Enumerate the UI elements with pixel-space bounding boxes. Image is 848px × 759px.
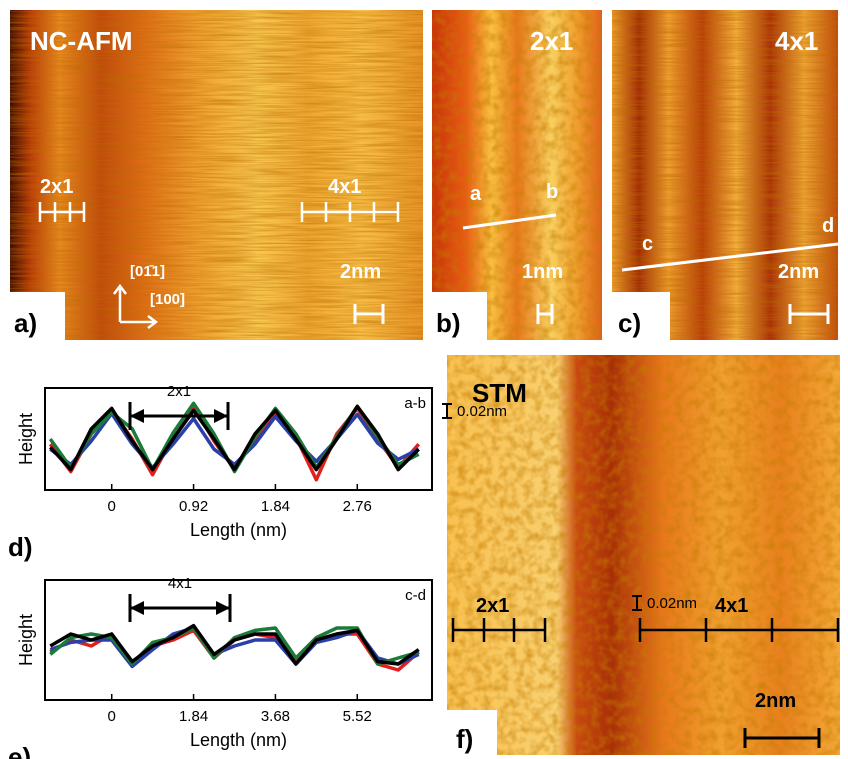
- afm-texture: [10, 10, 423, 340]
- x-tick-label: 1.84: [261, 498, 290, 515]
- panel-label: d): [8, 532, 33, 562]
- panel-title: 2x1: [530, 26, 573, 56]
- profile-line: [50, 406, 418, 469]
- x-tick-label: 2.76: [343, 498, 372, 515]
- point-label: b: [546, 181, 558, 203]
- point-label: c: [642, 233, 653, 255]
- panel-label: b): [436, 308, 461, 338]
- direction-label: [01̄1]: [130, 263, 165, 280]
- panel-b: 2x1 a b 1nm b): [432, 10, 602, 340]
- x-axis-label: Length (nm): [190, 520, 287, 540]
- scale-label: 2nm: [778, 261, 819, 283]
- height-scale-label: 0.02nm: [647, 595, 697, 612]
- panel-label: f): [456, 724, 473, 754]
- period-label: 4x1: [168, 575, 192, 592]
- x-tick-label: 0: [108, 708, 116, 725]
- height-scale-label: 0.02nm: [457, 403, 507, 420]
- x-tick-label: 1.84: [179, 708, 208, 725]
- profile-line: [50, 414, 418, 468]
- y-axis-label: Height: [16, 413, 36, 465]
- point-label: a: [470, 183, 482, 205]
- afm-texture: [612, 10, 838, 340]
- tag: 4x1: [715, 595, 748, 617]
- panel-title: NC-AFM: [30, 26, 133, 56]
- scale-label: 2nm: [755, 690, 796, 712]
- profile-name: c-d: [405, 587, 426, 604]
- profile-line: [50, 628, 418, 666]
- x-tick-label: 0: [108, 498, 116, 515]
- period-label: 2x1: [167, 383, 191, 400]
- x-tick-label: 5.52: [343, 708, 372, 725]
- scale-label: 1nm: [522, 261, 563, 283]
- x-tick-label: 3.68: [261, 708, 290, 725]
- panel-label: a): [14, 308, 37, 338]
- panel-title: 4x1: [775, 26, 818, 56]
- panel-c: 4x1 c d 2nm c): [612, 10, 838, 340]
- profile-name: a-b: [404, 395, 426, 412]
- tag: 2x1: [476, 595, 509, 617]
- direction-label: [100]: [150, 291, 185, 308]
- x-axis-label: Length (nm): [190, 730, 287, 750]
- period-arrow: [130, 594, 230, 622]
- panel-a: NC-AFM 2x1 4x1 2nm [01̄1] [100] a): [10, 10, 423, 340]
- tag: 2x1: [40, 176, 73, 198]
- panel-label: e): [8, 742, 31, 759]
- panel-label: c): [618, 308, 641, 338]
- afm-texture: [432, 10, 602, 340]
- page: {"panels": { "a": {"label": "a)", "title…: [0, 0, 848, 759]
- x-tick-label: 0.92: [179, 498, 208, 515]
- y-axis-label: Height: [16, 614, 36, 666]
- scale-label: 2nm: [340, 261, 381, 283]
- tag: 4x1: [328, 176, 361, 198]
- point-label: d: [822, 215, 834, 237]
- figure: NC-AFM 2x1 4x1 2nm [01̄1] [100] a) 2x1 a…: [0, 0, 848, 759]
